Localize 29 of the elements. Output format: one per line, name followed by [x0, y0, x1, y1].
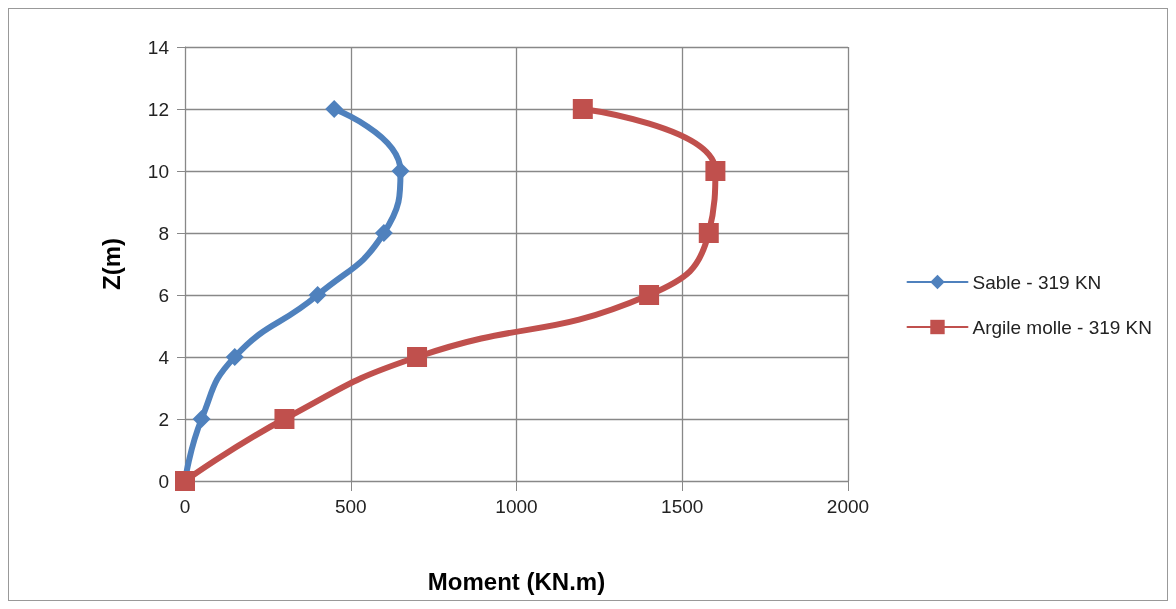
point [274, 409, 295, 429]
y-tick-label: 8 [158, 222, 169, 244]
point [407, 347, 428, 367]
x-tick-label: 1000 [495, 496, 538, 517]
point [639, 285, 660, 305]
x-tick-label: 2000 [826, 496, 870, 517]
y-tick-label: 4 [158, 346, 170, 368]
point [192, 410, 211, 428]
point [308, 286, 327, 304]
point [391, 162, 410, 180]
legend-label: Argile molle - 319 KN [972, 316, 1153, 338]
point [698, 223, 719, 243]
legend-label: Sable - 319 KN [972, 271, 1102, 293]
point [374, 224, 393, 242]
y-tick-label: 14 [147, 36, 170, 58]
x-tick-label: 500 [334, 496, 367, 517]
x-axis-title: Moment (KN.m) [427, 567, 606, 595]
x-tick-label: 1500 [661, 496, 704, 517]
x-tick-label: 0 [179, 496, 191, 517]
point [572, 99, 593, 119]
point [325, 100, 344, 118]
y-tick-label: 12 [147, 98, 169, 120]
y-axis-title: Z(m) [97, 238, 125, 290]
point [225, 348, 244, 366]
y-tick-label: 10 [147, 160, 169, 182]
y-tick-label: 6 [158, 284, 169, 306]
y-tick-label: 2 [158, 408, 169, 430]
point [705, 161, 726, 181]
y-tick-label: 0 [158, 470, 169, 492]
